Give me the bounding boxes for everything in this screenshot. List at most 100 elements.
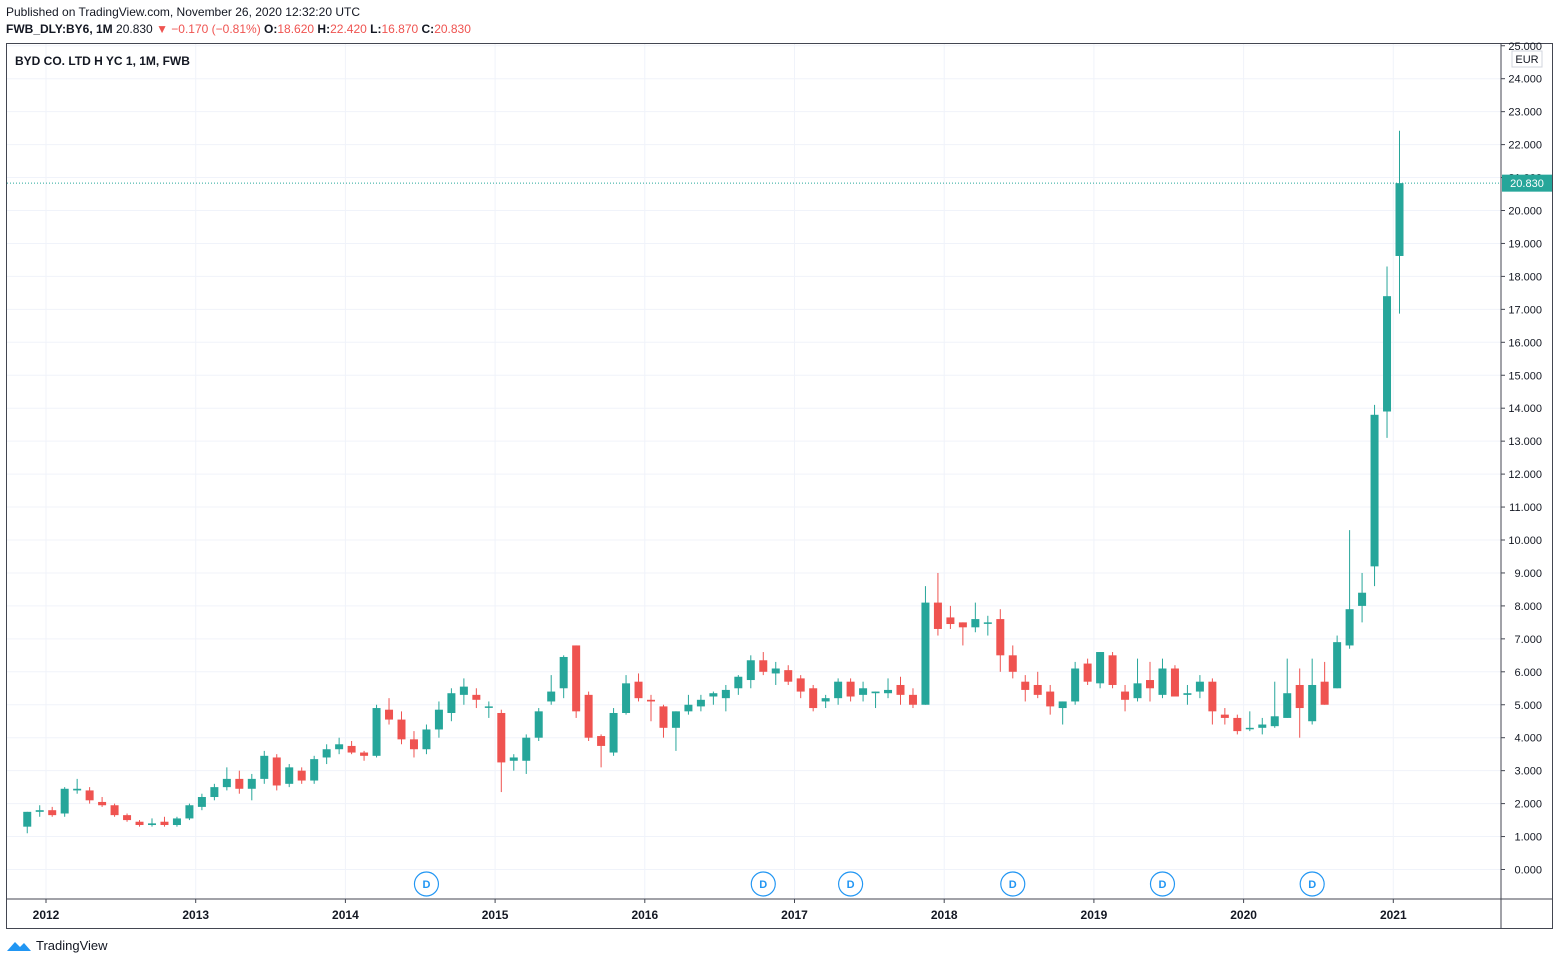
candle-body bbox=[247, 778, 256, 789]
x-tick-label: 2013 bbox=[182, 908, 209, 922]
close-label: C: bbox=[421, 22, 435, 36]
candle bbox=[484, 701, 493, 718]
candle bbox=[297, 767, 306, 784]
candle bbox=[696, 694, 705, 712]
chart-frame[interactable] bbox=[6, 43, 1553, 929]
candle bbox=[784, 665, 793, 685]
candle bbox=[1058, 701, 1067, 725]
candle bbox=[447, 688, 456, 722]
candle bbox=[409, 731, 418, 758]
candle-body bbox=[1320, 681, 1329, 705]
y-tick-label: 23.000 bbox=[1508, 107, 1542, 119]
candle bbox=[235, 770, 244, 794]
candle bbox=[35, 805, 44, 817]
last-price: 20.830 bbox=[116, 22, 153, 36]
candle-body bbox=[235, 778, 244, 789]
candle-body bbox=[397, 719, 406, 740]
dividend-label: D bbox=[422, 879, 430, 891]
candle-body bbox=[285, 767, 294, 784]
candle bbox=[622, 675, 631, 715]
candle bbox=[1096, 652, 1105, 689]
candle-body bbox=[1071, 668, 1080, 702]
candle bbox=[908, 688, 917, 709]
candle-body bbox=[1033, 684, 1042, 695]
candle bbox=[1295, 668, 1304, 738]
last-price-tag-label: 20.830 bbox=[1510, 178, 1544, 190]
candle bbox=[759, 652, 768, 676]
candle bbox=[1146, 661, 1154, 702]
candle bbox=[809, 684, 818, 712]
candle-body bbox=[360, 752, 369, 756]
candle-body bbox=[1146, 680, 1154, 689]
candle bbox=[197, 793, 206, 811]
candle-body bbox=[1058, 701, 1067, 709]
candle-body bbox=[896, 684, 905, 695]
y-tick-label: 5.000 bbox=[1514, 700, 1542, 712]
candle-body bbox=[472, 694, 481, 700]
y-tick-label: 13.000 bbox=[1508, 436, 1542, 448]
candle bbox=[1358, 572, 1367, 623]
candles bbox=[23, 130, 1404, 834]
candle-body bbox=[297, 770, 306, 781]
candle-body bbox=[85, 790, 94, 801]
y-axis: 0.000 1.000 2.000 3.000 4.000 5.000 6.000 7.000… bbox=[1500, 41, 1542, 929]
candle-body bbox=[634, 681, 643, 699]
candle bbox=[1033, 671, 1042, 699]
candle-body bbox=[347, 745, 356, 753]
candle bbox=[1233, 714, 1242, 735]
candle bbox=[160, 816, 169, 827]
candle bbox=[1320, 661, 1329, 705]
candle-body bbox=[1220, 714, 1229, 718]
y-tick-label: 12.000 bbox=[1508, 469, 1542, 481]
low-label: L: bbox=[370, 22, 382, 36]
candle bbox=[522, 734, 531, 774]
y-tick-label: 4.000 bbox=[1514, 733, 1542, 745]
candle-body bbox=[946, 617, 955, 625]
candle-body bbox=[771, 668, 780, 674]
candle bbox=[1208, 678, 1217, 725]
candle-body bbox=[135, 821, 144, 826]
dividend-label: D bbox=[759, 879, 767, 891]
candle-body bbox=[1258, 724, 1267, 728]
candle bbox=[983, 615, 992, 636]
y-tick-label: 16.000 bbox=[1508, 337, 1542, 349]
tradingview-brand[interactable]: TradingView bbox=[6, 938, 108, 953]
x-tick-label: 2019 bbox=[1081, 908, 1108, 922]
dividend-circle bbox=[413, 871, 440, 897]
candle-body bbox=[871, 691, 880, 694]
currency-box[interactable] bbox=[1511, 50, 1543, 68]
dividend-marker: D bbox=[1149, 871, 1176, 897]
candle-body bbox=[1096, 652, 1105, 684]
y-tick-label: 18.000 bbox=[1508, 271, 1542, 283]
candle bbox=[671, 711, 680, 751]
y-tick-label: 8.000 bbox=[1514, 601, 1542, 613]
candle-body bbox=[1370, 414, 1379, 567]
candle-body bbox=[185, 805, 194, 819]
y-tick-label: 22.000 bbox=[1508, 140, 1542, 152]
candle-body bbox=[1121, 691, 1130, 700]
candle-body bbox=[908, 694, 917, 705]
y-tick-label: 1.000 bbox=[1514, 832, 1542, 844]
dividend-marker: D bbox=[750, 871, 776, 897]
candle bbox=[48, 806, 57, 817]
dividend-label: D bbox=[847, 879, 855, 891]
candle-body bbox=[933, 602, 942, 629]
candle-body bbox=[709, 693, 718, 697]
tradingview-logo-icon bbox=[7, 941, 31, 951]
candle bbox=[1258, 717, 1267, 735]
price-change: ▼ −0.170 (−0.81%) bbox=[156, 22, 261, 36]
dividend-circle bbox=[750, 871, 776, 897]
candle bbox=[1395, 130, 1404, 314]
candle bbox=[921, 586, 930, 705]
candle-body bbox=[260, 755, 269, 779]
candle bbox=[285, 764, 294, 788]
candle-body bbox=[172, 818, 181, 826]
candle bbox=[210, 783, 219, 801]
candle bbox=[871, 691, 880, 709]
candle-body bbox=[547, 691, 556, 702]
candle-body bbox=[996, 619, 1005, 656]
candle-body bbox=[1208, 681, 1217, 712]
x-tick-label: 2014 bbox=[332, 908, 359, 922]
candle bbox=[884, 678, 893, 699]
